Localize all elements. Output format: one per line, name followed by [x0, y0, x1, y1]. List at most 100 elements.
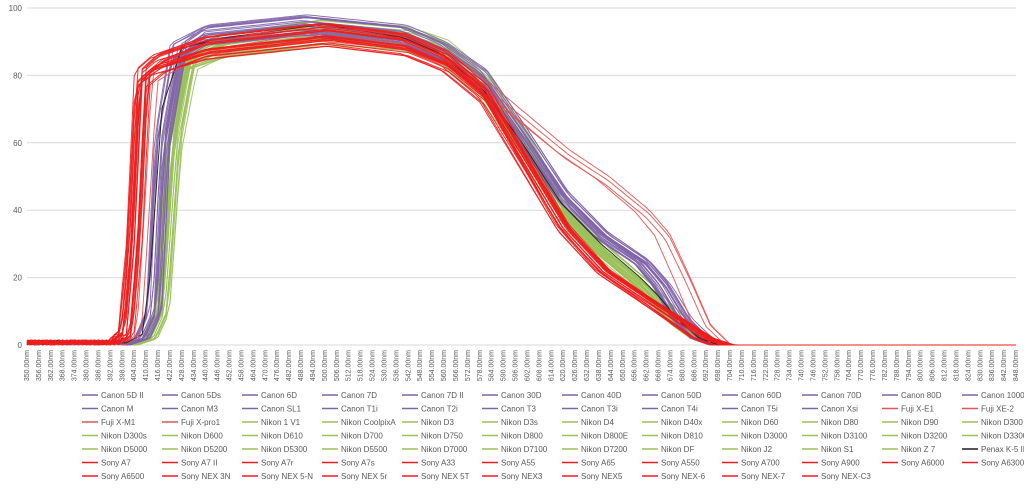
- legend-label: Nikon D5200: [181, 445, 228, 454]
- legend-label: Canon 70D: [821, 391, 862, 400]
- legend-label: Nikon 1 V1: [261, 418, 301, 427]
- legend-label: Sony A550: [661, 459, 700, 468]
- legend-label: Nikon D3: [421, 418, 454, 427]
- legend-label: Nikon D800E: [581, 432, 628, 441]
- legend-label: Sony A65: [581, 459, 616, 468]
- x-tick-label: 356.00nm: [36, 350, 43, 381]
- legend-label: Nikon DF: [661, 445, 694, 454]
- legend-label: Nikon D7000: [421, 445, 468, 454]
- legend-label: Sony NEX3: [501, 472, 543, 481]
- legend-label: Nikon D4: [581, 418, 614, 427]
- legend-label: Canon 40D: [581, 391, 622, 400]
- legend-label: Nikon D300s: [101, 432, 147, 441]
- x-tick-label: 452.00nm: [227, 350, 234, 381]
- x-tick-label: 848.00nm: [1013, 350, 1020, 381]
- x-axis: 350.00nm 356.00nm 362.00nm 368.00nm 374.00nm…: [24, 350, 1020, 381]
- x-tick-label: 572.00nm: [465, 350, 472, 381]
- x-tick-label: 554.00nm: [429, 350, 436, 381]
- legend-label: Canon 80D: [901, 391, 942, 400]
- x-tick-label: 674.00nm: [667, 350, 674, 381]
- x-tick-label: 638.00nm: [596, 350, 603, 381]
- y-tick-label: 20: [13, 274, 22, 283]
- x-tick-label: 764.00nm: [846, 350, 853, 381]
- legend-label: Canon T3: [501, 405, 537, 414]
- legend-label: Sony A55: [501, 459, 536, 468]
- x-tick-label: 590.00nm: [501, 350, 508, 381]
- legend-label: Nikon D600: [181, 432, 223, 441]
- legend-label: Nikon D700: [341, 432, 383, 441]
- x-tick-label: 524.00nm: [370, 350, 377, 381]
- legend-label: Canon 1000D: [981, 391, 1024, 400]
- x-tick-label: 392.00nm: [107, 350, 114, 381]
- x-tick-label: 788.00nm: [894, 350, 901, 381]
- legend-label: Nikon D40x: [661, 418, 702, 427]
- legend-label: Canon Xsi: [821, 405, 858, 414]
- x-tick-label: 542.00nm: [405, 350, 412, 381]
- legend-label: Sony NEX-6: [661, 472, 706, 481]
- x-tick-label: 620.00nm: [560, 350, 567, 381]
- legend-label: Nikon D800: [501, 432, 543, 441]
- x-tick-label: 458.00nm: [238, 350, 245, 381]
- legend-label: Sony NEX 5T: [421, 472, 470, 481]
- legend-label: Nikon D3000: [741, 432, 788, 441]
- series-lines: [26, 14, 1016, 346]
- legend-label: Fuji X-M1: [101, 418, 136, 427]
- x-tick-label: 626.00nm: [572, 350, 579, 381]
- x-tick-label: 662.00nm: [644, 350, 651, 381]
- legend-label: Fuji X-E1: [901, 405, 934, 414]
- legend-label: Nikon D5500: [341, 445, 388, 454]
- x-tick-label: 740.00nm: [799, 350, 806, 381]
- legend-label: Nikon S1: [821, 445, 854, 454]
- legend-label: Nikon D5000: [101, 445, 148, 454]
- y-axis: 0 20 40 60 80 100: [9, 4, 23, 350]
- legend-label: Nikon D3100: [821, 432, 868, 441]
- x-tick-label: 380.00nm: [84, 350, 91, 381]
- legend-label: Nikon Z 7: [901, 445, 936, 454]
- x-tick-label: 362.00nm: [48, 350, 55, 381]
- x-tick-label: 686.00nm: [691, 350, 698, 381]
- legend-label: Sony A6500: [101, 472, 145, 481]
- legend-label: Nikon J2: [741, 445, 773, 454]
- x-tick-label: 596.00nm: [513, 350, 520, 381]
- x-tick-label: 704.00nm: [727, 350, 734, 381]
- legend-label: Sony A7s: [341, 459, 375, 468]
- legend-label: Nikon D7200: [581, 445, 628, 454]
- x-tick-label: 470.00nm: [262, 350, 269, 381]
- legend-label: Nikon D80: [821, 418, 859, 427]
- legend-label: Canon 7D II: [421, 391, 464, 400]
- legend-label: Nikon CoolpixA: [341, 418, 396, 427]
- legend-label: Sony NEX 5r: [341, 472, 388, 481]
- legend-label: Sony A6000: [901, 459, 945, 468]
- x-tick-label: 548.00nm: [417, 350, 424, 381]
- x-tick-label: 410.00nm: [143, 350, 150, 381]
- x-tick-label: 422.00nm: [167, 350, 174, 381]
- legend-label: Sony NEX-C3: [821, 472, 871, 481]
- x-tick-label: 602.00nm: [524, 350, 531, 381]
- x-tick-label: 728.00nm: [775, 350, 782, 381]
- legend-label: Fuji XE-2: [981, 405, 1014, 414]
- x-tick-label: 560.00nm: [441, 350, 448, 381]
- x-tick-label: 404.00nm: [131, 350, 138, 381]
- legend-label: Nikon D3300: [981, 432, 1024, 441]
- x-tick-label: 374.00nm: [72, 350, 79, 381]
- legend-label: Canon T1i: [341, 405, 378, 414]
- x-tick-label: 842.00nm: [1001, 350, 1008, 381]
- legend-label: Sony NEX-7: [741, 472, 786, 481]
- x-tick-label: 530.00nm: [381, 350, 388, 381]
- legend-label: Nikon D750: [421, 432, 463, 441]
- x-tick-label: 722.00nm: [763, 350, 770, 381]
- x-tick-label: 428.00nm: [179, 350, 186, 381]
- legend-label: Canon M: [101, 405, 134, 414]
- legend-label: Canon T4i: [661, 405, 698, 414]
- legend-label: Canon T3i: [581, 405, 618, 414]
- x-tick-label: 752.00nm: [822, 350, 829, 381]
- y-tick-label: 0: [18, 341, 23, 350]
- x-tick-label: 716.00nm: [751, 350, 758, 381]
- x-tick-label: 680.00nm: [679, 350, 686, 381]
- x-tick-label: 770.00nm: [858, 350, 865, 381]
- x-tick-label: 506.00nm: [334, 350, 341, 381]
- legend-label: Nikon D60: [741, 418, 779, 427]
- series-line: [26, 45, 1016, 346]
- x-tick-label: 488.00nm: [298, 350, 305, 381]
